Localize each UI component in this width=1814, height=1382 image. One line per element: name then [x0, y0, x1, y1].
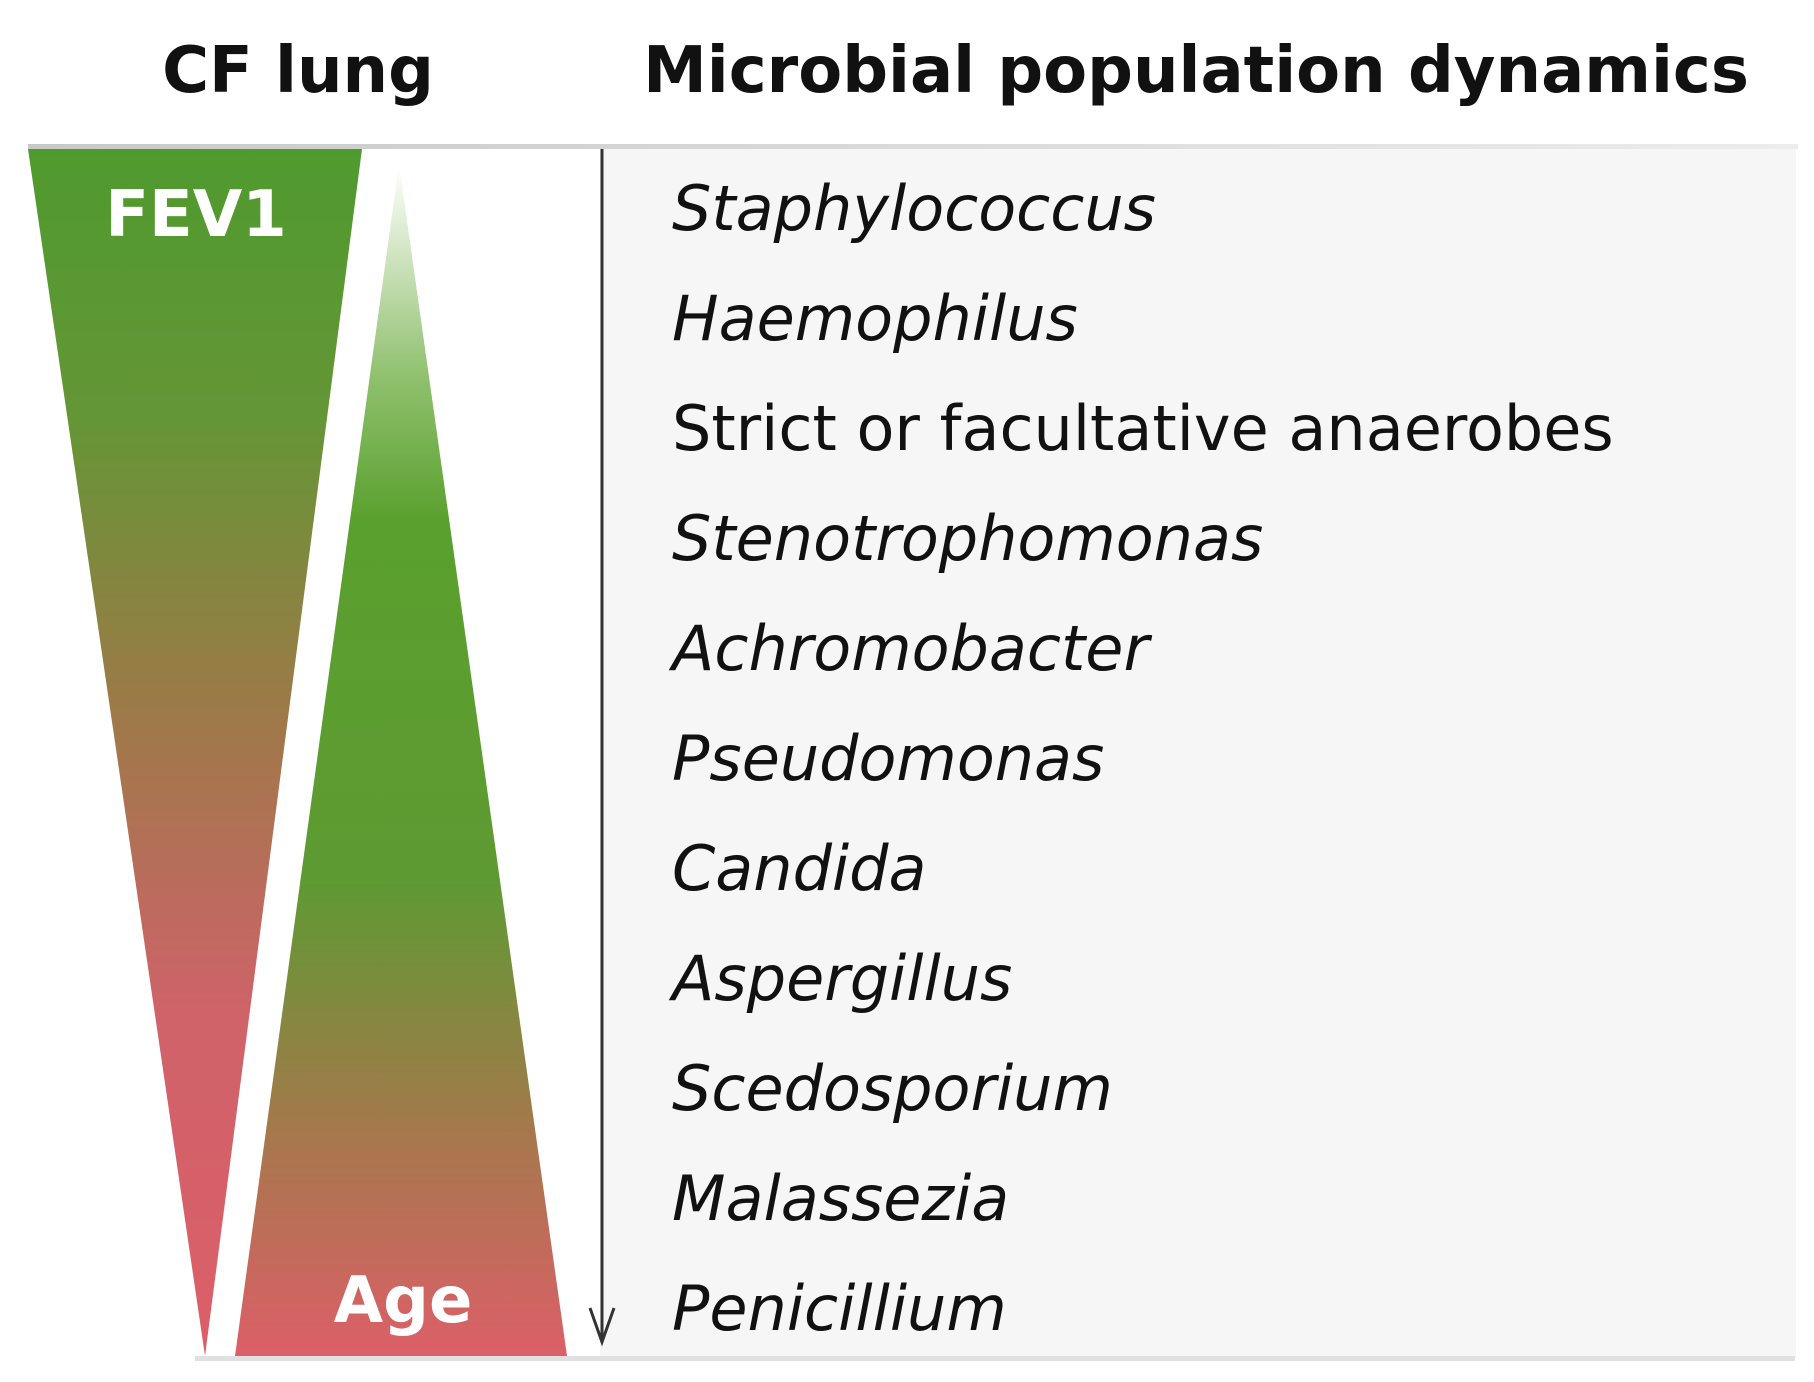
timeline-arrow-head [588, 1307, 616, 1347]
age-wedge [235, 164, 567, 1356]
organism-label: Strict or facultative anaerobes [672, 392, 1614, 465]
fev1-label: FEV1 [105, 178, 287, 252]
fev1-wedge [28, 149, 362, 1356]
organism-label: Stenotrophomonas [672, 502, 1263, 575]
organism-label: Aspergillus [668, 942, 1012, 1015]
age-label: Age [334, 1264, 473, 1338]
organism-label: Candida [672, 832, 927, 905]
organism-label: Malassezia [672, 1162, 1009, 1235]
organism-label: Staphylococcus [672, 172, 1156, 245]
organism-label: Achromobacter [668, 612, 1152, 685]
organism-label: Haemophilus [672, 282, 1078, 355]
organism-label: Scedosporium [672, 1052, 1113, 1125]
organism-label: Pseudomonas [672, 722, 1104, 795]
heading-cf-lung: CF lung [162, 34, 434, 108]
top-divider [28, 144, 1798, 149]
bottom-baseline [195, 1356, 1795, 1361]
organism-panel [600, 148, 1796, 1358]
organism-list: Staphylococcus Haemophilus Strict or facul… [668, 172, 1614, 1345]
organism-label: Penicillium [672, 1272, 1007, 1345]
heading-microbial-dynamics: Microbial population dynamics [643, 34, 1749, 108]
